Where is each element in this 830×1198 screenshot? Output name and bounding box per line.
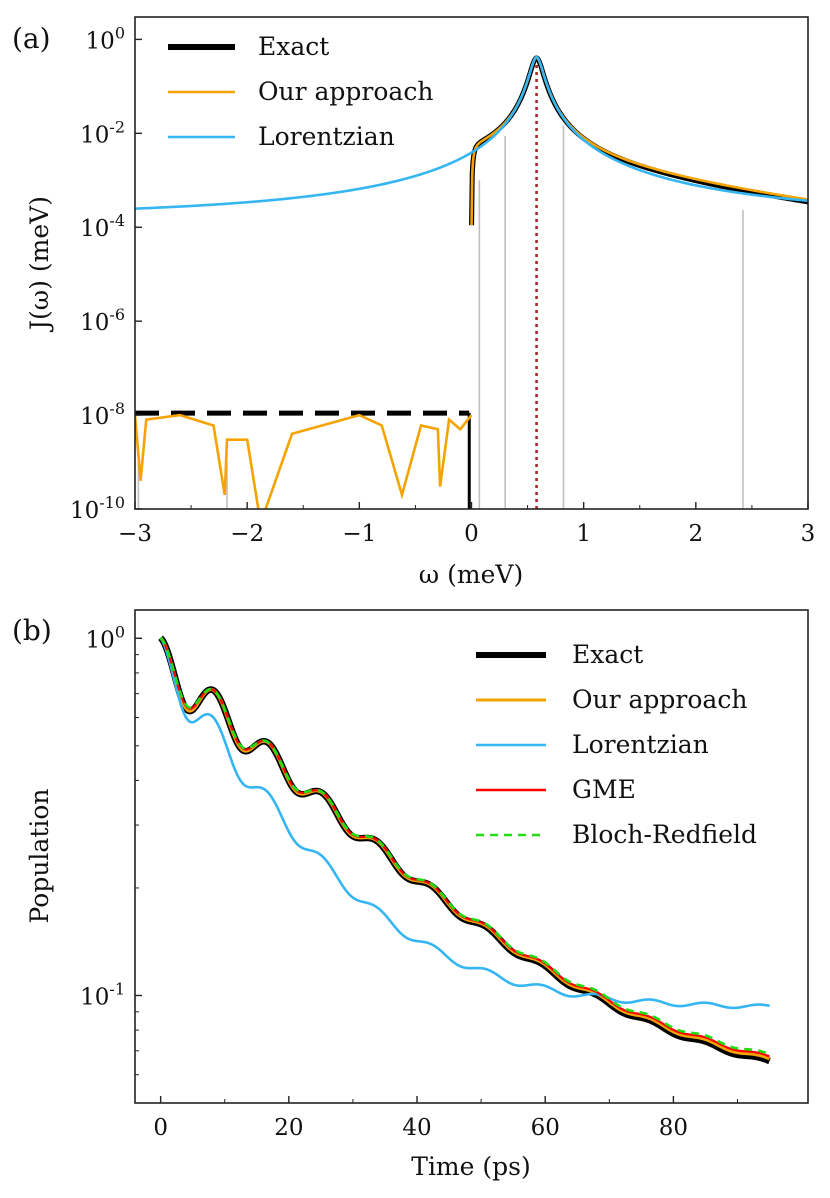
- series-bloch-redfield-line: [159, 636, 771, 1056]
- y-tick-label: 100: [86, 622, 125, 653]
- panel-a-legend: Exact Our approach Lorentzian: [168, 32, 433, 151]
- x-tick-label: 3: [801, 521, 816, 547]
- x-tick-label: 80: [659, 1115, 688, 1141]
- panel-b-y-ticks: 10-1 100: [80, 622, 142, 1076]
- legend-label: Our approach: [572, 685, 747, 714]
- y-tick-label: 100: [86, 23, 125, 54]
- legend-label: Lorentzian: [258, 122, 395, 151]
- panel-a-tag: (a): [12, 22, 51, 55]
- x-tick-label: −2: [230, 521, 264, 547]
- x-tick-label: 0: [464, 521, 479, 547]
- series-our-approach-line: [470, 56, 808, 226]
- panel-a-series-group: [135, 55, 808, 509]
- x-tick-label: −1: [342, 521, 376, 547]
- panel-b-plot-area: [158, 635, 773, 1065]
- x-tick-label: 60: [531, 1115, 560, 1141]
- panel-b-legend: Exact Our approach Lorentzian GME Bloch-Redf…: [476, 640, 757, 849]
- legend-label: GME: [572, 775, 636, 804]
- x-tick-label: 0: [153, 1115, 168, 1141]
- x-tick-label: −3: [118, 521, 152, 547]
- legend-label: Lorentzian: [572, 730, 709, 759]
- y-tick-label: 10-10: [70, 493, 125, 524]
- panel-a-y-ticks: 10-10 10-8 10-6 10-4 10-2 100: [70, 23, 142, 524]
- panel-a-x-ticks: −3 −2 −1 0 1 2 3: [118, 502, 815, 547]
- panel-b: (b) 0 20 40 60 80 10-1 100 Time (ps) Populati…: [12, 609, 809, 1181]
- x-tick-label: 40: [402, 1115, 431, 1141]
- panel-a-frame: [134, 16, 809, 510]
- panel-a-plot-area: [135, 55, 808, 509]
- legend-label: Our approach: [258, 77, 433, 106]
- x-tick-label: 20: [274, 1115, 303, 1141]
- panel-b-x-ticks: 0 20 40 60 80: [153, 1096, 738, 1141]
- series-lorentzian-line: [159, 636, 771, 1010]
- y-tick-label: 10-8: [80, 399, 125, 430]
- x-tick-label: 1: [576, 521, 591, 547]
- series-our-approach-negative: [135, 413, 473, 509]
- series-lorentzian-line: [135, 55, 808, 210]
- series-exact-line: [469, 55, 808, 226]
- panel-a: (a) −3 −2 −1 0 1 2 3 10-1010-810-610-410-2100 …: [12, 16, 815, 589]
- y-tick-label: 10-2: [80, 117, 125, 148]
- panel-b-frame: [134, 609, 809, 1104]
- legend-label: Exact: [258, 32, 329, 61]
- legend-label: Exact: [572, 640, 643, 669]
- x-tick-label: 2: [689, 521, 704, 547]
- panel-b-tag: (b): [12, 614, 52, 647]
- panel-b-x-axis-title: Time (ps): [411, 1152, 530, 1181]
- panel-a-x-axis-title: ω (meV): [419, 560, 523, 589]
- legend-label: Bloch-Redfield: [572, 820, 757, 849]
- y-tick-label: 10-4: [80, 211, 125, 242]
- panel-b-y-axis-title: Population: [25, 788, 54, 923]
- panel-a-y-axis-title: J(ω) (meV): [25, 196, 54, 333]
- y-tick-label: 10-6: [80, 305, 125, 336]
- y-tick-label: 10-1: [80, 979, 125, 1010]
- panel-b-series-group: [158, 635, 773, 1065]
